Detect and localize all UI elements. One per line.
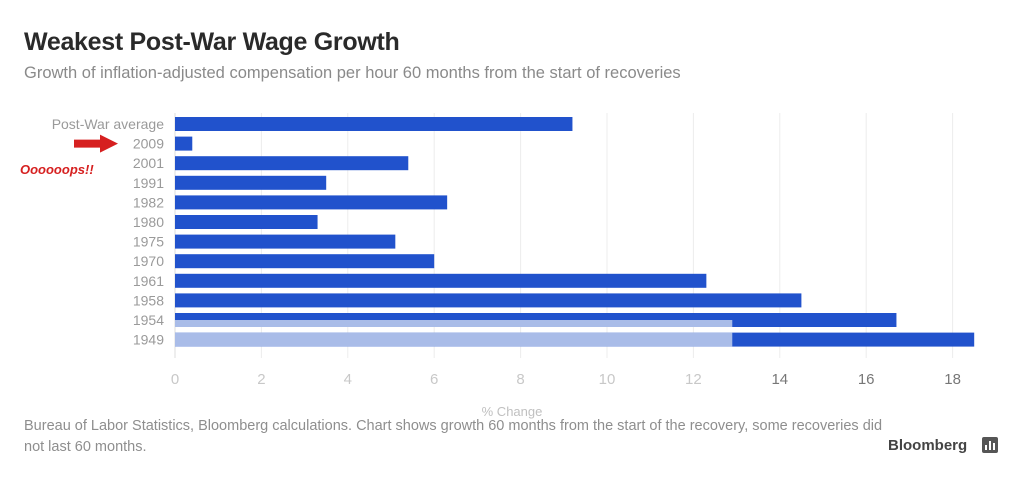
overlay-bar (175, 332, 733, 347)
x-axis-title: % Change (482, 404, 543, 419)
category-label: 1961 (133, 273, 164, 289)
bar-post-war-average (175, 117, 573, 131)
bar-1980 (175, 215, 318, 229)
x-tick-label: 8 (516, 371, 524, 388)
chart-subtitle: Growth of inflation-adjusted compensatio… (24, 64, 681, 82)
category-label: Post-War average (52, 116, 165, 132)
x-tick-label: 16 (858, 371, 875, 388)
bar-1975 (175, 234, 396, 249)
x-tick-label: 14 (771, 371, 788, 388)
category-label: 1975 (133, 234, 164, 250)
bar-1970 (175, 254, 435, 269)
category-label: 1949 (133, 332, 164, 348)
chart-title: Weakest Post-War Wage Growth (24, 28, 400, 56)
bar-1982 (175, 195, 448, 210)
category-label: 1958 (133, 292, 164, 308)
category-label: 1982 (133, 194, 164, 210)
category-label: 1954 (133, 312, 164, 328)
x-tick-label: 4 (344, 371, 352, 388)
bloomberg-logo-text: Bloomberg (888, 437, 968, 454)
x-tick-label: 6 (430, 371, 438, 388)
bar-1961 (175, 273, 707, 288)
category-label: 1991 (133, 175, 164, 191)
bar-2009 (175, 136, 193, 151)
x-tick-label: 12 (685, 371, 702, 388)
red-arrow-icon (74, 134, 118, 153)
bar-1958 (175, 293, 802, 308)
bar-2001 (175, 156, 409, 171)
x-tick-label: 10 (599, 371, 616, 388)
source-note: Bureau of Labor Statistics, Bloomberg ca… (24, 418, 883, 455)
category-label: 2001 (133, 155, 164, 171)
category-label: 1970 (133, 253, 164, 269)
category-label: 1980 (133, 214, 164, 230)
x-tick-label: 2 (257, 371, 265, 388)
overlay-bar (175, 320, 733, 327)
x-tick-label: 18 (944, 371, 961, 388)
bar-1991 (175, 175, 327, 190)
category-label: 2009 (133, 136, 164, 152)
bloomberg-chart-icon (982, 437, 998, 453)
x-tick-label: 0 (171, 371, 179, 388)
oops-annotation: Oooooops!! (20, 162, 94, 177)
